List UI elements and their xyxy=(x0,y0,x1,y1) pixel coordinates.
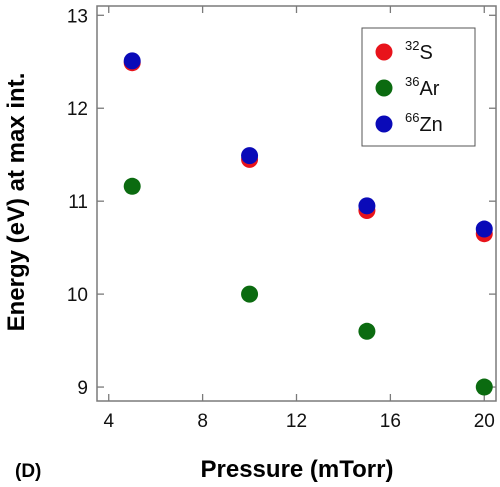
y-tick-label: 12 xyxy=(67,99,88,120)
legend-element-symbol: Zn xyxy=(419,114,442,136)
x-axis-title: Pressure (mTorr) xyxy=(201,456,394,483)
y-tick-label: 10 xyxy=(67,285,88,306)
legend-isotope-mass: 36 xyxy=(405,74,419,89)
point-ar xyxy=(358,322,376,340)
data-points xyxy=(123,52,493,396)
legend-label-zn: 66Zn xyxy=(405,110,443,136)
x-tick-label: 4 xyxy=(103,411,114,432)
legend-label-ar: 36Ar xyxy=(405,74,440,100)
x-tick-label: 12 xyxy=(286,411,307,432)
y-tick-label: 9 xyxy=(77,378,88,399)
legend-isotope-mass: 66 xyxy=(405,110,419,125)
legend-element-symbol: Ar xyxy=(419,78,439,100)
point-zn xyxy=(123,52,141,70)
legend-element-symbol: S xyxy=(419,42,432,64)
legend-marker-ar xyxy=(375,79,393,97)
x-tick-label: 16 xyxy=(380,411,401,432)
y-tick-label: 11 xyxy=(68,192,88,213)
legend-label-s: 32S xyxy=(405,38,433,64)
y-axis-title: Energy (eV) at max int. xyxy=(3,73,30,332)
point-zn xyxy=(358,197,376,215)
y-tick-label: 13 xyxy=(67,6,88,27)
point-zn xyxy=(241,147,259,165)
point-ar xyxy=(475,378,493,396)
legend-marker-zn xyxy=(375,115,393,133)
panel-label: (D) xyxy=(15,461,41,482)
point-ar xyxy=(123,177,141,195)
x-tick-label: 20 xyxy=(474,411,495,432)
point-zn xyxy=(475,220,493,238)
legend-marker-s xyxy=(375,43,393,61)
legend-isotope-mass: 32 xyxy=(405,38,419,53)
point-ar xyxy=(241,285,259,303)
axis-ticks: 4 8 12 16 20 9 10 11 12 13 xyxy=(67,6,496,432)
plot-frame xyxy=(96,5,497,402)
x-tick-label: 8 xyxy=(197,411,208,432)
